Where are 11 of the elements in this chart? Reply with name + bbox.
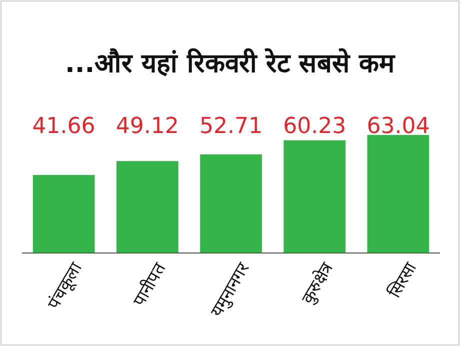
data-label: 60.23 [283, 114, 346, 139]
data-label: 52.71 [200, 114, 262, 139]
bar [32, 175, 95, 253]
chart-title: ...और यहां रिकवरी रेट सबसे कम [65, 48, 396, 79]
bar [200, 154, 262, 253]
data-label: 41.66 [32, 114, 96, 139]
data-label: 63.04 [366, 114, 430, 139]
bar [116, 161, 178, 253]
bar [284, 140, 346, 253]
data-label: 49.12 [116, 114, 179, 139]
bar [367, 135, 430, 253]
